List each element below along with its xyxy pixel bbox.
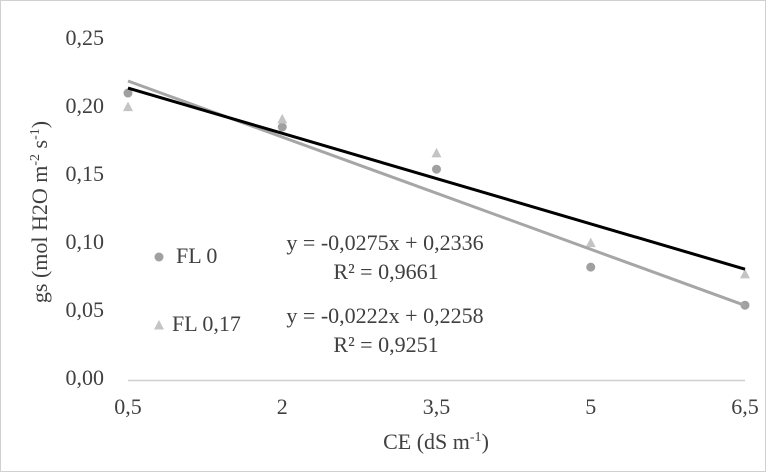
legend: FL 0 FL 0,17 (154, 243, 241, 336)
y-axis-title-text: gs (mol H2O m (27, 166, 52, 304)
legend-label-fl-0-17: FL 0,17 (172, 311, 241, 336)
point-fl-0 (432, 164, 441, 174)
x-axis-title-tail: ) (482, 429, 489, 454)
r-squared-fl-0-17: R² = 0,9251 (333, 332, 438, 357)
y-tick-label: 0,05 (66, 297, 105, 322)
y-tick-label: 0,25 (66, 25, 105, 50)
trendline-equations: y = -0,0275x + 0,2336 R² = 0,9661 y = -0… (286, 230, 483, 357)
y-axis-title-middle: s (27, 140, 52, 154)
point-fl-0 (277, 122, 287, 132)
y-axis-title-superscript-2: -1 (28, 128, 43, 140)
y-tick-label: 0,20 (66, 93, 105, 118)
r-squared-fl-0: R² = 0,9661 (333, 259, 438, 284)
point-fl-0-17 (585, 237, 596, 248)
y-tick-label: 0,10 (66, 229, 105, 254)
y-tick-label: 0,15 (66, 161, 105, 186)
x-axis-title: CE (dS m-1) (383, 429, 489, 454)
point-fl-0 (586, 262, 596, 272)
y-axis-title-superscript-1: -2 (28, 154, 43, 166)
y-tick-label: 0,00 (66, 365, 105, 390)
point-fl-0-17 (740, 268, 750, 279)
trendlines-layer (127, 79, 746, 307)
x-tick-label: 6,5 (731, 394, 759, 419)
point-fl-0 (123, 88, 133, 98)
equation-fl-0-17: y = -0,0222x + 0,2258 (286, 303, 483, 328)
x-axis-title-text: CE (dS m (383, 429, 470, 454)
legend-triangle-marker-icon (154, 320, 164, 330)
x-axis-title-superscript: -1 (470, 430, 482, 445)
point-fl-0-17 (123, 101, 133, 112)
equation-fl-0: y = -0,0275x + 0,2336 (286, 230, 483, 255)
point-fl-0-17 (277, 113, 288, 124)
x-tick-label: 0,5 (114, 394, 142, 419)
legend-label-fl-0: FL 0 (176, 243, 217, 268)
x-tick-label: 5 (585, 394, 596, 419)
trendline-fl-0-17 (127, 86, 746, 271)
point-fl-0-17 (431, 147, 442, 158)
y-axis-title: gs (mol H2O m-2 s-1) (27, 121, 52, 303)
legend-circle-marker-icon (154, 252, 164, 262)
y-axis-ticks: 0,00 0,05 0,10 0,15 0,20 0,25 (66, 25, 105, 390)
x-axis-ticks: 0,5 2 3,5 5 6,5 (114, 394, 759, 419)
points-layer (123, 88, 750, 310)
x-tick-label: 3,5 (423, 394, 451, 419)
x-tick-label: 2 (277, 394, 288, 419)
y-axis-title-tail: ) (27, 121, 52, 128)
